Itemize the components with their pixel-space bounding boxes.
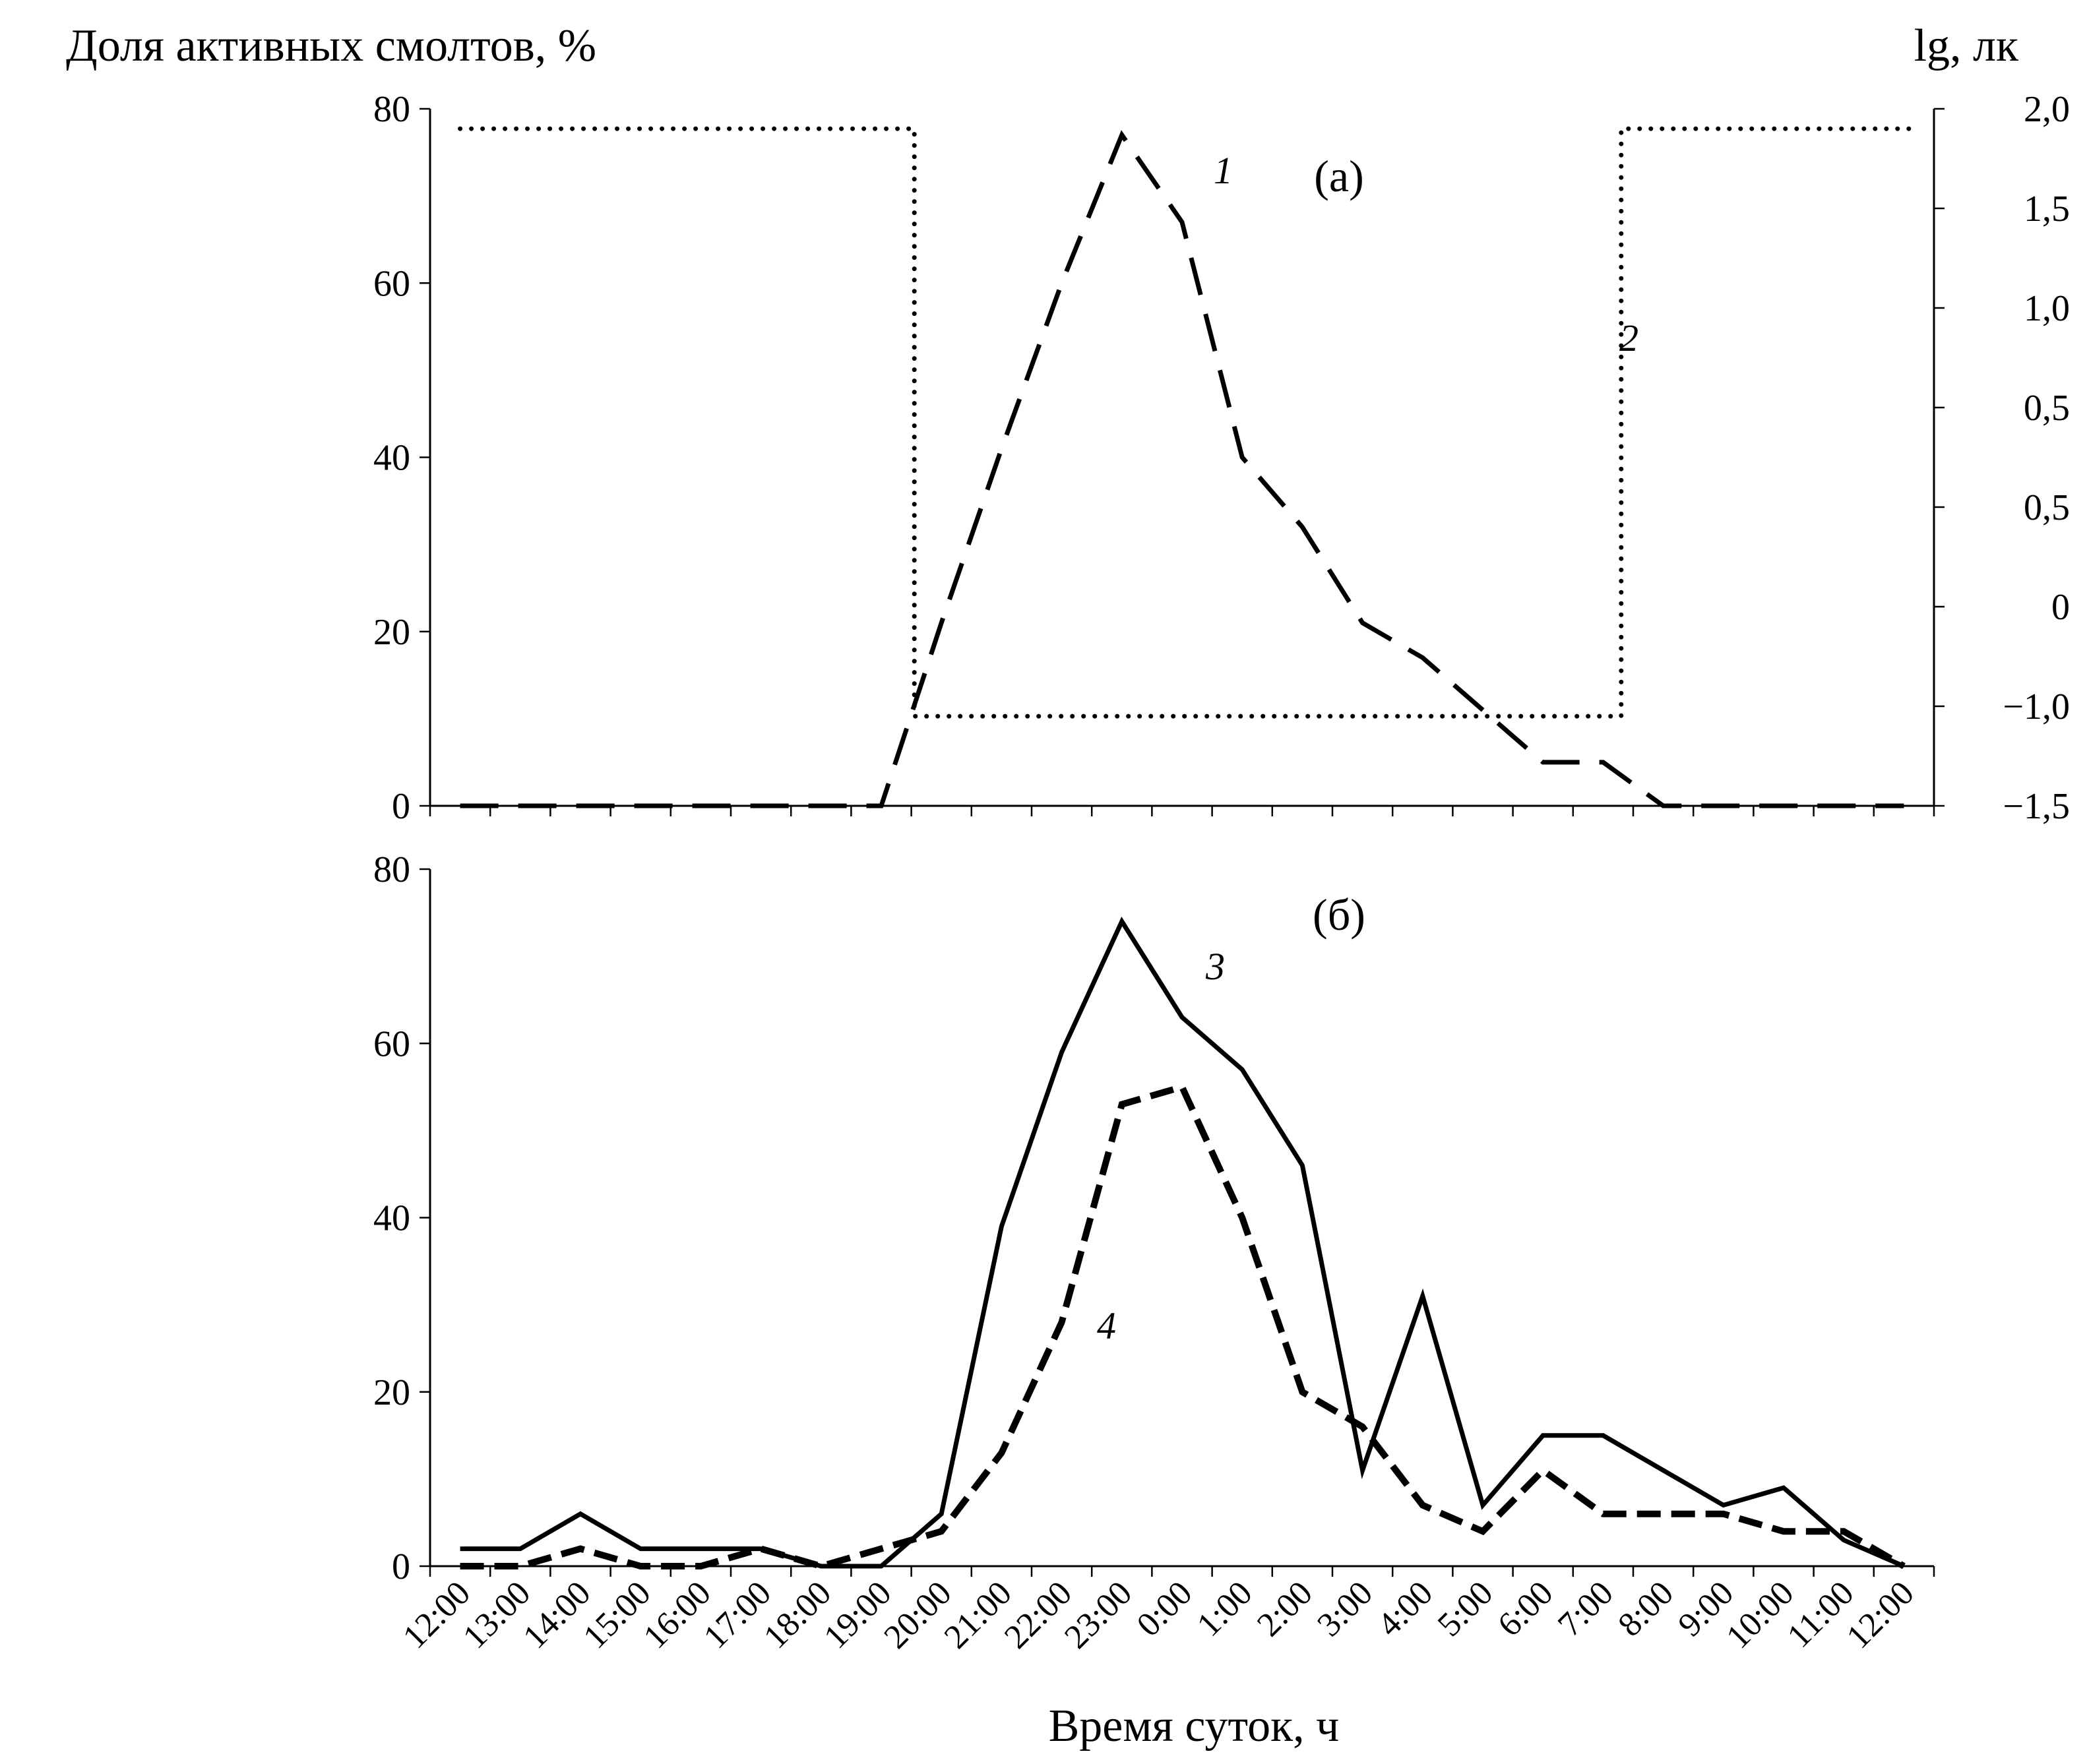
x-tick-label: 12:00	[1840, 1574, 1921, 1656]
y-tick-label: 20	[373, 612, 410, 653]
y-tick-label: 40	[373, 1198, 410, 1239]
x-tick-label: 11:00	[1780, 1574, 1861, 1655]
y2-tick-label: 2,0	[2024, 89, 2070, 130]
series-line-3	[460, 916, 1905, 1569]
x-tick-label: 1:00	[1190, 1574, 1260, 1644]
x-tick-label: 5:00	[1431, 1574, 1501, 1644]
x-tick-label: 10:00	[1719, 1574, 1801, 1656]
y2-tick-label: 0,5	[2024, 388, 2070, 429]
x-tick-label: 2:00	[1250, 1574, 1320, 1644]
series-label-4: 4	[1097, 1304, 1116, 1347]
y2-tick-label: 0	[2051, 587, 2070, 628]
x-axis-title: Время суток, ч	[1049, 1701, 1340, 1751]
y2-tick-label: 1,0	[2024, 288, 2070, 329]
x-tick-label: 22:00	[997, 1574, 1079, 1656]
series-label-3: 3	[1205, 945, 1225, 988]
x-tick-label: 23:00	[1057, 1574, 1139, 1656]
y-tick-label: 80	[373, 89, 410, 130]
x-tick-label: 8:00	[1611, 1574, 1681, 1644]
series-line-1	[460, 130, 1904, 808]
x-tick-label: 17:00	[697, 1574, 778, 1656]
y2-tick-label: −1,0	[2003, 686, 2070, 727]
x-tick-label: 0:00	[1130, 1574, 1200, 1644]
y-tick-label: 40	[373, 438, 410, 479]
x-tick-label: 6:00	[1491, 1574, 1561, 1644]
y-tick-label: 60	[373, 263, 410, 304]
panel-b: 0 20 40 60 80 Время суток, ч (б) 12:00 13:0014:0…	[373, 849, 1935, 1751]
x-tick-label: 3:00	[1310, 1574, 1380, 1644]
y-tick-label: 20	[373, 1372, 410, 1413]
series-line-2	[458, 126, 1919, 719]
y-tick-label: 60	[373, 1023, 410, 1064]
x-tick-label: 15:00	[576, 1574, 658, 1656]
panel-a: 0 20 40 60 80 −1,5 −1,0 0 0,5 0,5 1,0 1,5 2,0 Доля ак…	[66, 20, 2070, 827]
y-tick-label: 0	[392, 786, 410, 827]
x-tick-label: 21:00	[937, 1574, 1019, 1656]
y2-tick-label: −1,5	[2003, 786, 2070, 827]
series-label-1: 1	[1214, 149, 1233, 192]
y2-tick-label: 0,5	[2024, 487, 2070, 528]
panel-label: (а)	[1314, 151, 1363, 201]
panel-label: (б)	[1313, 890, 1365, 940]
x-tick-label: 18:00	[757, 1574, 838, 1656]
y2-tick-label: 1,5	[2024, 189, 2070, 229]
y2-axis-title: lg, лк	[1914, 20, 2019, 71]
x-tick-label: 14:00	[516, 1574, 598, 1656]
x-tick-label: 7:00	[1551, 1574, 1621, 1644]
x-tick-label: 16:00	[637, 1574, 718, 1656]
x-tick-label: 19:00	[817, 1574, 898, 1656]
y-tick-label: 0	[392, 1546, 410, 1587]
x-tick-label: 20:00	[877, 1574, 959, 1656]
series-line-4	[460, 1083, 1906, 1570]
y-tick-label: 80	[373, 849, 410, 890]
x-tick-label: 13:00	[456, 1574, 538, 1656]
x-tick-label: 4:00	[1371, 1574, 1441, 1644]
series-label-2: 2	[1619, 317, 1638, 359]
y-axis-title: Доля активных смолтов, %	[66, 20, 596, 71]
